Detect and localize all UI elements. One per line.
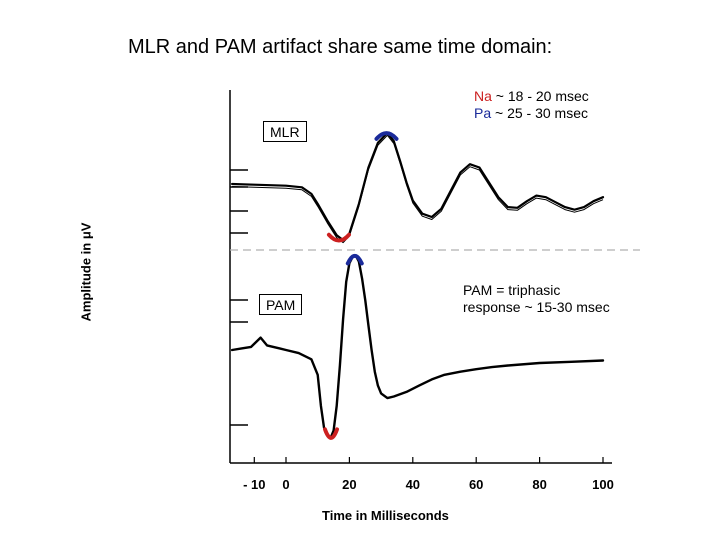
pam-trough-highlight bbox=[323, 427, 340, 440]
pa-peak-highlight bbox=[374, 131, 399, 141]
chart-axes bbox=[229, 90, 612, 464]
x-tick-label-4: 60 bbox=[469, 477, 483, 492]
slide-title: MLR and PAM artifact share same time dom… bbox=[128, 36, 553, 58]
pam-annotation-line1: PAM = triphasic bbox=[463, 282, 561, 298]
na-pa-annotation: Na ~ 18 - 20 msec Pa ~ 25 - 30 msec bbox=[474, 88, 589, 122]
x-tick-labels: - 10 0 20 40 60 80 100 bbox=[243, 477, 614, 492]
mlr-label: MLR bbox=[263, 121, 307, 142]
na-annotation: Na ~ 18 - 20 msec bbox=[474, 88, 589, 105]
na-trough-highlight bbox=[326, 232, 351, 243]
pa-text: ~ 25 - 30 msec bbox=[491, 105, 589, 121]
pa-annotation: Pa ~ 25 - 30 msec bbox=[474, 105, 589, 122]
series-line-mlr-overlay bbox=[232, 134, 604, 244]
pam-peak-highlight bbox=[345, 253, 364, 266]
peak-highlights bbox=[323, 131, 399, 440]
x-tick-label-6: 100 bbox=[592, 477, 614, 492]
pam-label: PAM bbox=[259, 294, 303, 315]
series-line-mlr bbox=[231, 131, 605, 242]
x-tick-label-5: 80 bbox=[532, 477, 546, 492]
x-tick-label-2: 20 bbox=[342, 477, 356, 492]
x-tick-label-3: 40 bbox=[406, 477, 420, 492]
y-axis-label: Amplitude in μV bbox=[78, 222, 94, 322]
pam-annotation-line2: response ~ 15-30 msec bbox=[463, 299, 610, 315]
pa-prefix: Pa bbox=[474, 105, 492, 121]
na-text: ~ 18 - 20 msec bbox=[491, 88, 589, 104]
na-prefix: Na bbox=[474, 88, 492, 104]
x-tick-label-0: - 10 bbox=[243, 477, 265, 492]
x-tick-label-1: 0 bbox=[282, 477, 289, 492]
x-axis-label: Time in Milliseconds bbox=[322, 508, 449, 523]
pam-annotation: PAM = triphasic response ~ 15-30 msec bbox=[463, 282, 610, 316]
